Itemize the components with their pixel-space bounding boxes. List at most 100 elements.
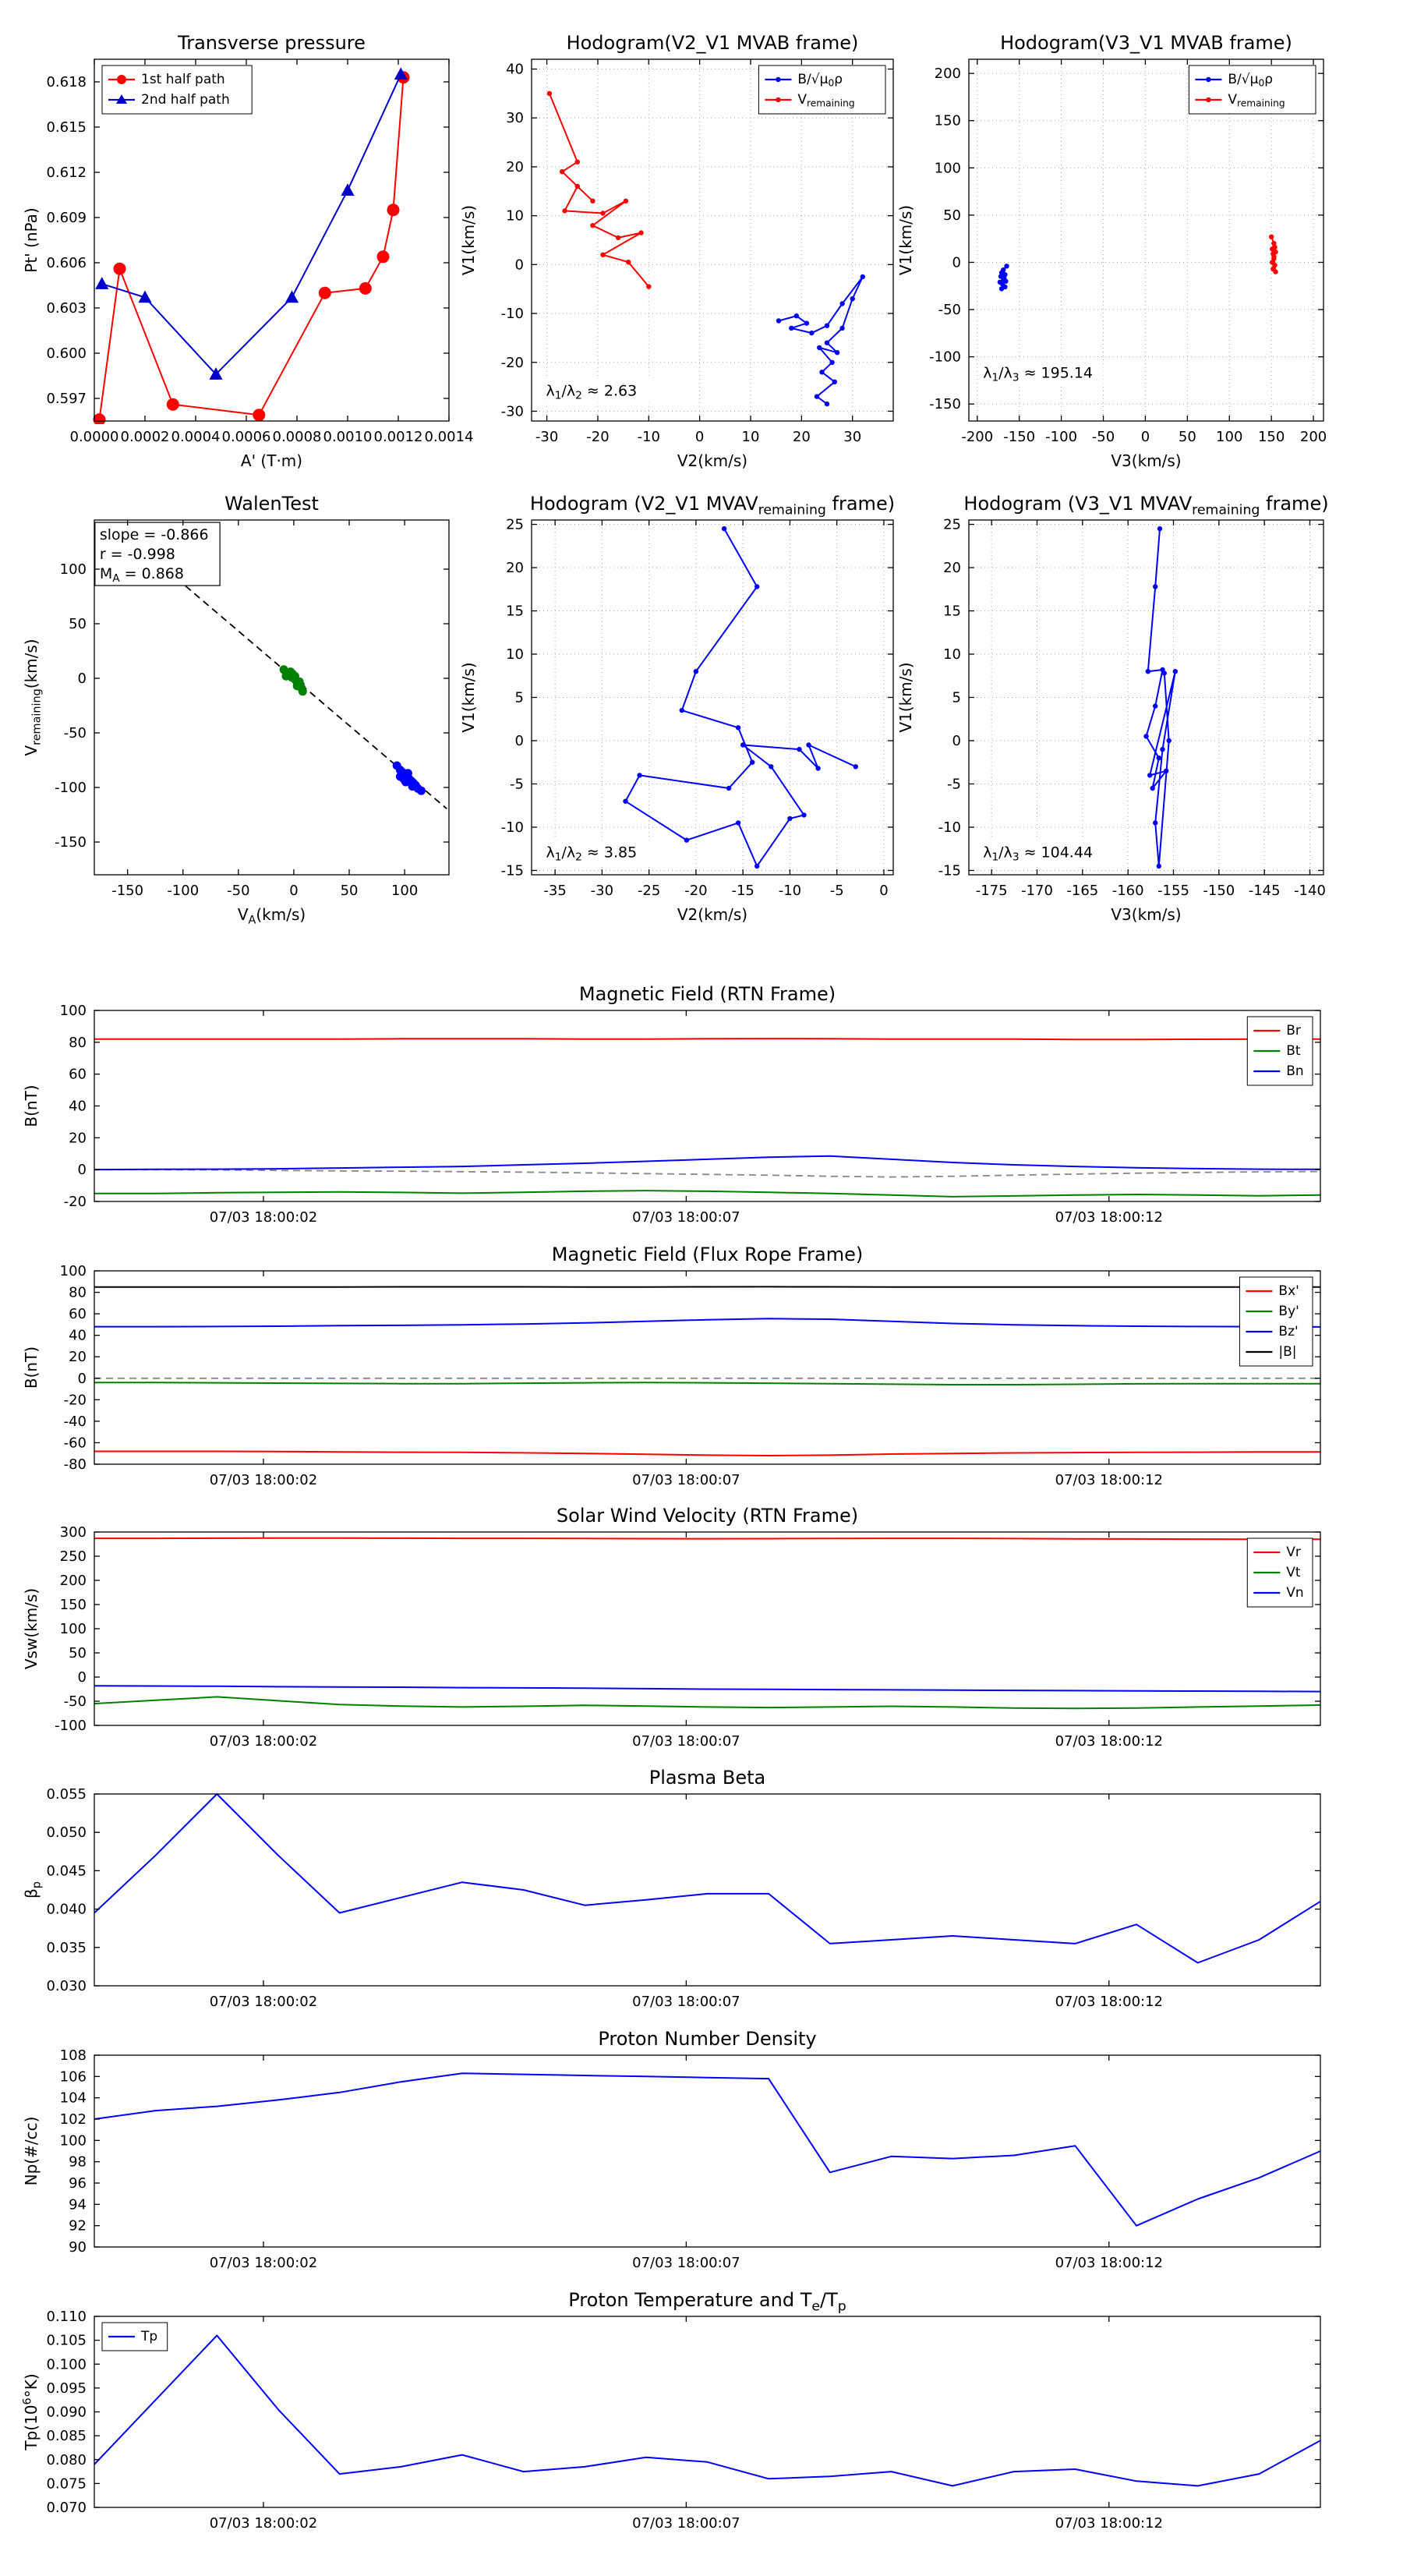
svg-text:0.055: 0.055 bbox=[46, 1786, 87, 1803]
svg-text:100: 100 bbox=[60, 2132, 87, 2149]
svg-text:-140: -140 bbox=[1294, 883, 1326, 899]
svg-text:-80: -80 bbox=[64, 1456, 87, 1473]
svg-text:50: 50 bbox=[69, 616, 87, 632]
svg-text:80: 80 bbox=[69, 1035, 87, 1051]
svg-text:V1(km/s): V1(km/s) bbox=[459, 205, 478, 275]
svg-text:5: 5 bbox=[952, 690, 961, 706]
legend: Tp bbox=[101, 2322, 168, 2351]
svg-text:250: 250 bbox=[60, 1548, 87, 1565]
chart-proton-temperature: 07/03 18:00:02 07/03 18:00:07 07/03 18:00:… bbox=[21, 2289, 1321, 2532]
svg-text:-20: -20 bbox=[684, 883, 707, 899]
svg-text:0.600: 0.600 bbox=[46, 345, 87, 362]
svg-text:0.110: 0.110 bbox=[46, 2309, 87, 2325]
legend: Vr Vt Vn bbox=[1246, 1537, 1313, 1608]
svg-text:0.050: 0.050 bbox=[46, 1824, 87, 1841]
svg-text:B(nT): B(nT) bbox=[22, 1085, 41, 1127]
svg-text:200: 200 bbox=[60, 1573, 87, 1589]
series-group bbox=[94, 1286, 1321, 1456]
svg-text:10: 10 bbox=[943, 646, 961, 663]
svg-text:0.105: 0.105 bbox=[46, 2333, 87, 2349]
svg-text:-150: -150 bbox=[1003, 429, 1035, 445]
legend: B/√μ0ρ Vremaining bbox=[758, 65, 886, 115]
svg-text:07/03 18:00:12: 07/03 18:00:12 bbox=[1055, 1209, 1163, 1226]
svg-text:r = -0.998: r = -0.998 bbox=[100, 546, 175, 563]
svg-text:0.0010: 0.0010 bbox=[323, 429, 373, 445]
svg-text:0.597: 0.597 bbox=[46, 391, 87, 407]
svg-text:2nd half path: 2nd half path bbox=[141, 92, 230, 108]
svg-text:-150: -150 bbox=[55, 834, 87, 851]
svg-text:07/03 18:00:12: 07/03 18:00:12 bbox=[1055, 2255, 1163, 2271]
svg-text:07/03 18:00:02: 07/03 18:00:02 bbox=[210, 2515, 317, 2532]
svg-text:07/03 18:00:02: 07/03 18:00:02 bbox=[210, 1472, 317, 1488]
svg-text:10: 10 bbox=[506, 646, 524, 663]
svg-text:40: 40 bbox=[69, 1328, 87, 1344]
chart-transverse-pressure: 0.0000 0.0002 0.0004 0.0006 0.0008 0.0010 0.00… bbox=[22, 32, 473, 470]
svg-text:-60: -60 bbox=[64, 1435, 87, 1451]
svg-text:07/03 18:00:12: 07/03 18:00:12 bbox=[1055, 2515, 1163, 2532]
svg-text:-40: -40 bbox=[64, 1414, 87, 1430]
chart-plasma-beta: 07/03 18:00:02 07/03 18:00:07 07/03 18:00:… bbox=[22, 1767, 1321, 2010]
svg-text:-20: -20 bbox=[586, 429, 609, 445]
svg-text:-25: -25 bbox=[638, 883, 660, 899]
svg-text:-10: -10 bbox=[938, 819, 961, 836]
svg-text:0: 0 bbox=[515, 257, 524, 273]
svg-text:20: 20 bbox=[943, 560, 961, 576]
svg-text:50: 50 bbox=[69, 1645, 87, 1661]
legend: B/√μ0ρ Vremaining bbox=[1188, 65, 1316, 115]
series-group bbox=[94, 2072, 1321, 2227]
svg-text:-170: -170 bbox=[1021, 883, 1053, 899]
svg-text:-100: -100 bbox=[1045, 429, 1077, 445]
svg-text:15: 15 bbox=[943, 603, 961, 620]
svg-text:10: 10 bbox=[506, 208, 524, 225]
svg-text:0: 0 bbox=[78, 1162, 87, 1178]
svg-text:07/03 18:00:07: 07/03 18:00:07 bbox=[632, 1209, 740, 1226]
svg-text:0: 0 bbox=[515, 733, 524, 749]
svg-text:MA = 0.868: MA = 0.868 bbox=[100, 565, 184, 585]
series-group bbox=[623, 525, 859, 869]
svg-text:0.0004: 0.0004 bbox=[171, 429, 221, 445]
svg-text:λ1/λ3 ≈ 195.14: λ1/λ3 ≈ 195.14 bbox=[983, 364, 1093, 384]
svg-text:0.070: 0.070 bbox=[46, 2500, 87, 2516]
svg-text:-175: -175 bbox=[976, 883, 1008, 899]
svg-text:5: 5 bbox=[515, 690, 524, 706]
svg-text:-5: -5 bbox=[830, 883, 844, 899]
svg-text:0.0012: 0.0012 bbox=[374, 429, 423, 445]
svg-text:Vremaining(km/s): Vremaining(km/s) bbox=[22, 639, 43, 755]
svg-text:20: 20 bbox=[69, 1349, 87, 1365]
svg-text:200: 200 bbox=[935, 65, 961, 82]
svg-text:15: 15 bbox=[506, 603, 524, 620]
svg-text:0.609: 0.609 bbox=[46, 210, 87, 226]
svg-text:0.040: 0.040 bbox=[46, 1902, 87, 1918]
chart-hodogram-v2v1-mvab: λ1/λ2 ≈ 2.63 -30 -20 -10 0 10 20 30 -30 -20 -10 0 10… bbox=[459, 32, 894, 470]
svg-text:Plasma Beta: Plasma Beta bbox=[649, 1767, 765, 1789]
svg-text:0.090: 0.090 bbox=[46, 2404, 87, 2421]
chart-magnetic-rtn: 07/03 18:00:02 07/03 18:00:07 07/03 18:00:… bbox=[22, 983, 1321, 1226]
svg-text:1st half path: 1st half path bbox=[141, 72, 225, 87]
svg-text:-160: -160 bbox=[1112, 883, 1144, 899]
svg-text:Vt: Vt bbox=[1286, 1565, 1301, 1580]
svg-text:Transverse pressure: Transverse pressure bbox=[177, 32, 366, 54]
svg-text:Hodogram(V2_V1 MVAB frame): Hodogram(V2_V1 MVAB frame) bbox=[567, 32, 859, 54]
svg-text:40: 40 bbox=[506, 62, 524, 78]
svg-text:07/03 18:00:07: 07/03 18:00:07 bbox=[632, 1994, 740, 2010]
svg-text:150: 150 bbox=[1258, 429, 1285, 445]
svg-text:0: 0 bbox=[695, 429, 704, 445]
svg-text:Vremaining: Vremaining bbox=[1228, 92, 1285, 109]
svg-text:-10: -10 bbox=[638, 429, 660, 445]
svg-text:90: 90 bbox=[69, 2239, 87, 2256]
svg-text:0.0000: 0.0000 bbox=[70, 429, 119, 445]
svg-text:07/03 18:00:07: 07/03 18:00:07 bbox=[632, 2255, 740, 2271]
svg-text:0: 0 bbox=[78, 1371, 87, 1387]
svg-text:slope = -0.866: slope = -0.866 bbox=[100, 526, 209, 543]
series-group bbox=[546, 90, 866, 407]
svg-text:0: 0 bbox=[289, 883, 298, 899]
svg-text:-20: -20 bbox=[64, 1194, 87, 1210]
series-group bbox=[94, 1537, 1321, 1710]
svg-text:λ1/λ2 ≈ 2.63: λ1/λ2 ≈ 2.63 bbox=[546, 383, 638, 402]
svg-text:100: 100 bbox=[391, 883, 418, 899]
svg-text:20: 20 bbox=[793, 429, 811, 445]
series-group bbox=[94, 1793, 1321, 1964]
svg-text:-5: -5 bbox=[510, 776, 524, 792]
svg-text:100: 100 bbox=[60, 1263, 87, 1279]
